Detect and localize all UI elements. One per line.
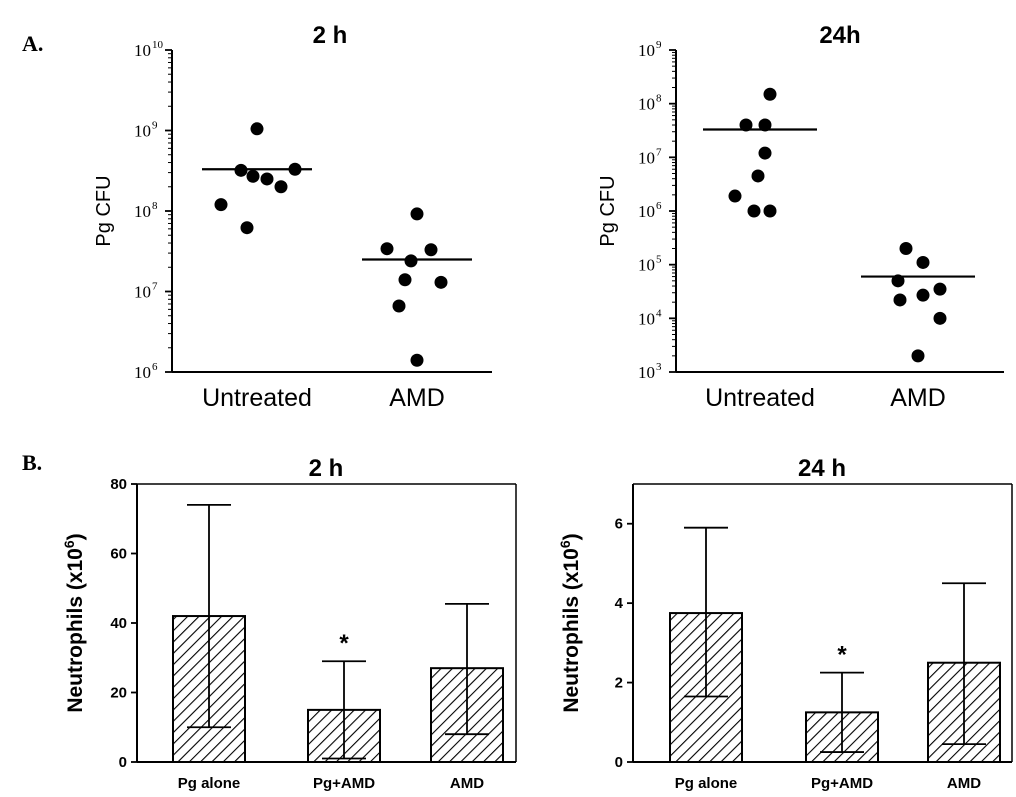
chart-b-2h-ytick-label: 0 — [119, 754, 127, 771]
chart-b-2h-ytick-label: 60 — [110, 546, 127, 563]
chart-a-24h-data-point — [728, 189, 742, 203]
chart-b-24h-ylabel-close: ) — [560, 533, 583, 540]
chart-a-24h-ylabel: Pg CFU — [597, 175, 619, 246]
chart-b-24h-xtick-label: Pg+AMD — [811, 775, 873, 792]
chart-a-24h-ytick-label-base: 10 — [638, 148, 655, 167]
chart-b-24h-xtick-label: Pg alone — [675, 775, 738, 792]
chart-a-24h-ytick-label-base: 10 — [638, 256, 655, 275]
chart-a-2h-data-point — [404, 254, 418, 268]
chart-a-2h-ylabel: Pg CFU — [93, 175, 115, 246]
chart-a-2h-data-point — [250, 122, 264, 136]
chart-a-24h-ytick-label-base: 10 — [638, 41, 655, 60]
chart-a-2h-data-point — [214, 198, 228, 212]
chart-b-2h: 0 20 40 60 80 2 h Neutrophils (x106) Pg alone Pg… — [61, 455, 517, 792]
chart-a-24h-data-point — [916, 288, 930, 302]
chart-a-2h-ytick-label-exp: 6 — [152, 361, 158, 373]
chart-a-24h-data-point — [758, 118, 772, 132]
chart-a-2h-data-point — [274, 180, 288, 194]
chart-a-24h-data-point — [933, 311, 947, 325]
chart-a-24h-data-point — [763, 204, 777, 218]
chart-a-24h-ytick-label-base: 10 — [638, 363, 655, 382]
chart-a-24h-ytick-label-exp: 9 — [656, 39, 662, 51]
chart-a-2h-data-point — [410, 207, 424, 221]
chart-b-24h-ylabel-text: Neutrophils (x10 — [560, 548, 583, 713]
chart-a-24h-ytick-label-exp: 4 — [656, 307, 662, 319]
chart-a-2h-data-point — [240, 221, 254, 235]
chart-b-24h-ytick-label: 4 — [615, 595, 624, 612]
chart-a-2h-ytick-label-base: 10 — [134, 41, 151, 60]
chart-b-24h-ylabel-exponent: 6 — [557, 540, 573, 548]
chart-b-2h-title: 2 h — [309, 455, 344, 482]
chart-b-24h-ytick-label: 6 — [615, 516, 623, 533]
chart-b-2h-xtick-label: Pg alone — [178, 775, 241, 792]
chart-b-2h-ylabel-close: ) — [64, 533, 87, 540]
chart-a-2h-data-point — [380, 242, 394, 256]
chart-a-24h-xtick-label-untreated: Untreated — [705, 384, 815, 412]
chart-a-24h-ytick-label-exp: 3 — [656, 361, 662, 373]
chart-a-2h-ytick-label-exp: 8 — [152, 200, 158, 212]
chart-a-24h-xtick-label-amd: AMD — [890, 384, 946, 412]
chart-b-2h-ytick-label: 40 — [110, 615, 127, 632]
chart-a-2h-data-point — [434, 275, 448, 289]
chart-a-24h-data-point — [739, 118, 753, 132]
chart-a-24h-data-point — [933, 282, 947, 296]
chart-b-2h-ylabel-text: Neutrophils (x10 — [64, 548, 87, 713]
chart-a-2h-data-point — [246, 169, 260, 183]
chart-a-2h-ytick-label-base: 10 — [134, 202, 151, 221]
chart-a-2h-data-point — [398, 273, 412, 287]
chart-a-24h-ytick-label-base: 10 — [638, 202, 655, 221]
panel-label-b: B. — [22, 450, 42, 475]
chart-a-2h-ytick-label-base: 10 — [134, 122, 151, 141]
chart-a-24h-data-point — [763, 87, 777, 101]
chart-b-24h-ytick-label: 2 — [615, 675, 623, 692]
chart-b-24h-ytick-label: 0 — [615, 754, 623, 771]
panel-label-a: A. — [22, 31, 43, 56]
chart-a-2h-xtick-label-untreated: Untreated — [202, 384, 312, 412]
chart-a-2h-data-point — [424, 243, 438, 257]
chart-a-24h-data-point — [911, 349, 925, 363]
chart-a-24h-ytick-label-exp: 5 — [656, 254, 662, 266]
chart-b-2h-ytick-label: 80 — [110, 476, 127, 493]
chart-a-2h-data-point — [260, 172, 274, 186]
chart-a-2h-ytick-label-base: 10 — [134, 283, 151, 302]
chart-a-24h-data-point — [758, 146, 772, 160]
chart-a-24h-ytick-label-base: 10 — [638, 95, 655, 114]
chart-a-2h-ytick-label-base: 10 — [134, 363, 151, 382]
chart-a-2h-xtick-label-amd: AMD — [389, 384, 445, 412]
chart-b-2h-significance-marker: * — [339, 630, 349, 657]
chart-b-2h-xtick-label: Pg+AMD — [313, 775, 375, 792]
chart-a-2h-ytick-label-exp: 10 — [152, 39, 164, 51]
chart-a-24h-data-point — [751, 169, 765, 183]
chart-b-2h-ytick-label: 20 — [110, 685, 127, 702]
chart-b-24h-title: 24 h — [798, 455, 846, 482]
chart-a-2h-data-point — [410, 353, 424, 367]
chart-b-2h-ylabel-exponent: 6 — [61, 540, 77, 548]
chart-a-24h-data-point — [893, 293, 907, 307]
chart-b-24h-significance-marker: * — [837, 642, 847, 669]
chart-a-2h-title: 2 h — [313, 22, 348, 49]
chart-a-2h-data-point — [392, 299, 406, 313]
chart-a-2h-ytick-label-exp: 9 — [152, 120, 158, 132]
chart-a-24h-data-point — [916, 255, 930, 269]
chart-a-24h-data-point — [747, 204, 761, 218]
chart-a-24h-ytick-label-exp: 7 — [656, 146, 662, 158]
chart-b-24h-ylabel: Neutrophils (x106) — [557, 533, 583, 712]
chart-a-24h-ytick-label-exp: 8 — [656, 93, 662, 105]
chart-a-24h-title: 24h — [819, 22, 860, 49]
chart-b-2h-xtick-label: AMD — [450, 775, 484, 792]
chart-b-24h-xtick-label: AMD — [947, 775, 981, 792]
chart-a-2h-ytick-label-exp: 7 — [152, 281, 158, 293]
chart-a-24h-ytick-label-exp: 6 — [656, 200, 662, 212]
chart-a-24h-data-point — [899, 242, 913, 256]
chart-b-2h-ylabel: Neutrophils (x106) — [61, 533, 87, 712]
chart-a-24h-ytick-label-base: 10 — [638, 309, 655, 328]
